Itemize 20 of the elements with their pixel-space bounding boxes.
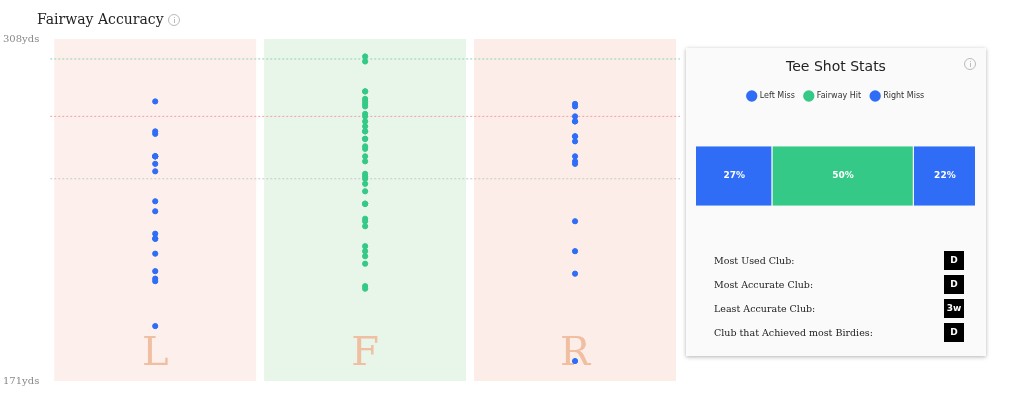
text: Most Used Club: xyxy=(714,254,795,266)
y-tick-label: 308yds xyxy=(2,32,40,44)
x-tick-label: F xyxy=(351,328,380,375)
x-tick-label: L xyxy=(141,328,169,375)
text: D xyxy=(944,322,964,342)
legend-label: Right Miss xyxy=(883,91,925,101)
text: Most Accurate Club: xyxy=(714,278,814,290)
chart-title: Tee Shot Stats xyxy=(785,58,887,74)
chart-title: Fairway Accuracy xyxy=(37,11,164,27)
text: 3w xyxy=(944,298,964,318)
legend-label: Fairway Hit xyxy=(816,91,862,101)
text: Club that Achieved most Birdies: xyxy=(714,326,873,338)
text: D xyxy=(944,250,964,270)
y-tick-label: 171yds xyxy=(2,374,40,386)
text: Least Accurate Club: xyxy=(714,302,816,314)
data-label: 27% xyxy=(723,170,745,181)
text: D xyxy=(944,274,964,294)
legend-label: Left Miss xyxy=(759,91,795,101)
data-label: 22% xyxy=(934,170,956,181)
data-label: 50% xyxy=(832,170,854,181)
